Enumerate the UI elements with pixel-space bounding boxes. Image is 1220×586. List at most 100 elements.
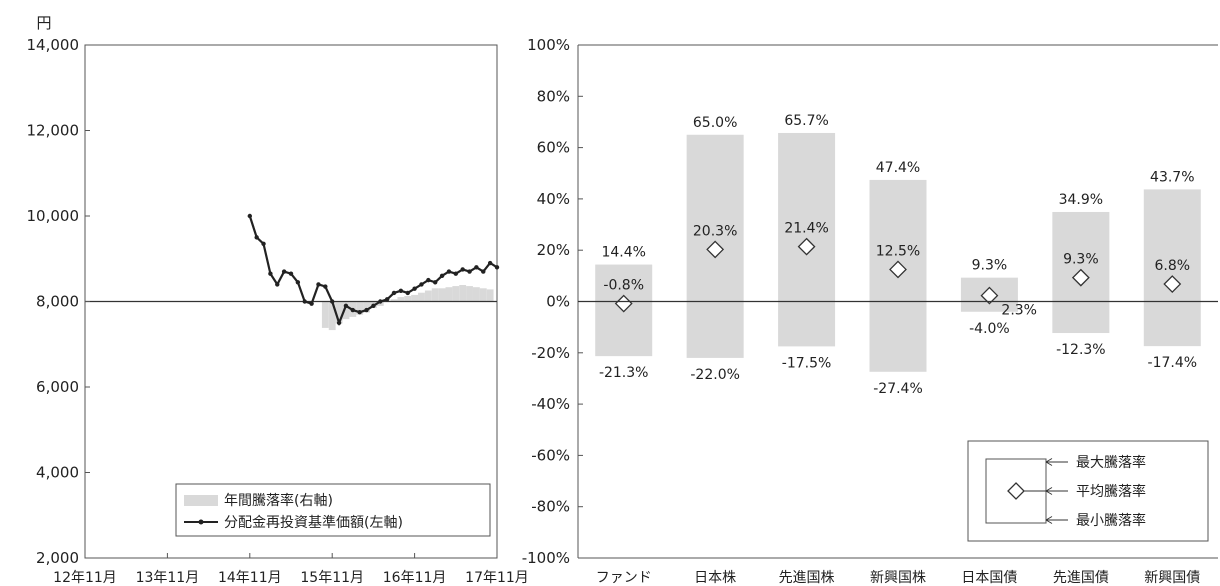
y-tick-label: 6,000 bbox=[36, 378, 79, 396]
avg-label: 20.3% bbox=[693, 223, 737, 239]
annual-change-bar bbox=[418, 292, 425, 302]
y-tick-label: -80% bbox=[531, 498, 570, 516]
legend-min-label: 最小騰落率 bbox=[1076, 512, 1146, 529]
annual-change-bar bbox=[390, 299, 398, 302]
annual-change-bar bbox=[431, 288, 439, 302]
annual-change-bar bbox=[376, 301, 384, 306]
annual-change-bar bbox=[466, 286, 473, 302]
nav-point bbox=[487, 260, 493, 266]
annual-change-bar bbox=[472, 287, 480, 302]
avg-marker bbox=[797, 237, 816, 256]
avg-label: 12.5% bbox=[876, 243, 920, 259]
legend-arrow-head bbox=[1045, 487, 1053, 495]
annual-change-bar bbox=[342, 301, 350, 320]
annual-change-bar bbox=[335, 301, 343, 324]
y-tick-label: 4,000 bbox=[36, 464, 79, 482]
nav-point bbox=[481, 269, 486, 274]
min-label: -12.3% bbox=[1056, 342, 1106, 358]
y-unit-label: 円 bbox=[36, 14, 51, 32]
nav-point bbox=[494, 265, 500, 270]
avg-marker bbox=[706, 240, 725, 259]
nav-point bbox=[323, 284, 328, 289]
annual-change-bar bbox=[363, 301, 370, 313]
legend-bar-swatch bbox=[184, 495, 218, 506]
nav-point bbox=[302, 299, 307, 304]
max-label: 47.4% bbox=[876, 160, 920, 176]
max-label: 43.7% bbox=[1150, 169, 1194, 185]
annual-change-bar bbox=[397, 297, 405, 302]
annual-change-bar bbox=[459, 285, 467, 302]
avg-label: 9.3% bbox=[1063, 252, 1099, 268]
y-tick-label: -20% bbox=[531, 344, 570, 362]
nav-point bbox=[350, 307, 355, 313]
nav-point bbox=[247, 213, 252, 219]
x-tick-label: 14年11月 bbox=[218, 570, 282, 586]
annual-change-bar bbox=[356, 301, 364, 315]
category-label: ファンド bbox=[596, 570, 652, 586]
nav-point bbox=[261, 241, 266, 246]
avg-marker bbox=[1071, 268, 1090, 287]
range-bar bbox=[1143, 189, 1201, 347]
annual-change-bar bbox=[404, 296, 412, 302]
nav-point bbox=[467, 269, 472, 274]
avg-marker bbox=[980, 286, 999, 305]
nav-point bbox=[446, 269, 452, 274]
nav-point bbox=[371, 303, 376, 308]
nav-point bbox=[391, 290, 397, 296]
avg-label: 6.8% bbox=[1154, 258, 1190, 274]
avg-marker bbox=[614, 294, 633, 313]
y-tick-label: 60% bbox=[537, 139, 570, 157]
x-tick-label: 16年11月 bbox=[383, 570, 447, 586]
legend-arrow-head bbox=[1045, 516, 1053, 524]
nav-point bbox=[357, 309, 362, 315]
min-label: -27.4% bbox=[873, 381, 923, 397]
avg-label: 21.4% bbox=[784, 221, 828, 237]
nav-point bbox=[398, 288, 404, 294]
y-tick-label: 40% bbox=[537, 190, 570, 208]
nav-point bbox=[384, 297, 390, 302]
nav-point bbox=[474, 265, 479, 270]
y-tick-label: 2,000 bbox=[36, 549, 79, 567]
min-label: -17.5% bbox=[782, 355, 832, 371]
y-tick-label: 10,000 bbox=[27, 207, 80, 225]
nav-point bbox=[426, 277, 431, 283]
annual-change-bar bbox=[479, 288, 487, 302]
y-tick-label: 12,000 bbox=[27, 122, 80, 140]
legend-avg-marker bbox=[1007, 482, 1025, 500]
x-tick-label: 17年11月 bbox=[465, 570, 529, 586]
avg-marker bbox=[889, 260, 907, 279]
nav-point bbox=[364, 307, 369, 313]
min-label: -4.0% bbox=[969, 321, 1010, 337]
legend-bar-label: 年間騰落率(右軸) bbox=[224, 492, 333, 509]
nav-chart: 2,000 4,000 6,000 8,000 10,000 12,000 14,000 円 1… bbox=[27, 14, 529, 586]
avg-label: -0.8% bbox=[603, 278, 644, 294]
annual-change-bar bbox=[438, 288, 446, 302]
annual-change-bar bbox=[445, 287, 453, 302]
nav-point bbox=[288, 271, 294, 276]
nav-point bbox=[343, 303, 349, 308]
avg-label: 2.3% bbox=[1001, 303, 1037, 319]
x-tick-label: 15年11月 bbox=[300, 570, 364, 586]
avg-marker bbox=[1163, 275, 1182, 293]
nav-point bbox=[330, 299, 335, 304]
legend-line-marker bbox=[198, 519, 204, 525]
max-label: 34.9% bbox=[1059, 192, 1103, 208]
max-label: 14.4% bbox=[601, 245, 645, 261]
max-label: 65.0% bbox=[693, 115, 737, 131]
nav-point bbox=[275, 282, 280, 287]
category-label: 新興国債 bbox=[1144, 570, 1200, 586]
nav-point bbox=[453, 271, 458, 276]
y-tick-label: 20% bbox=[537, 241, 570, 259]
nav-point bbox=[268, 271, 273, 276]
max-label: 9.3% bbox=[972, 258, 1008, 274]
nav-point bbox=[295, 280, 301, 285]
y-tick-label: -100% bbox=[522, 549, 570, 567]
left-legend-box bbox=[175, 483, 491, 537]
annual-change-bar bbox=[486, 289, 494, 302]
nav-point bbox=[439, 273, 445, 279]
legend-avg-label: 平均騰落率 bbox=[1076, 483, 1146, 500]
legend-arrow-head bbox=[1045, 458, 1053, 466]
nav-point bbox=[378, 299, 383, 304]
nav-point bbox=[336, 320, 342, 326]
